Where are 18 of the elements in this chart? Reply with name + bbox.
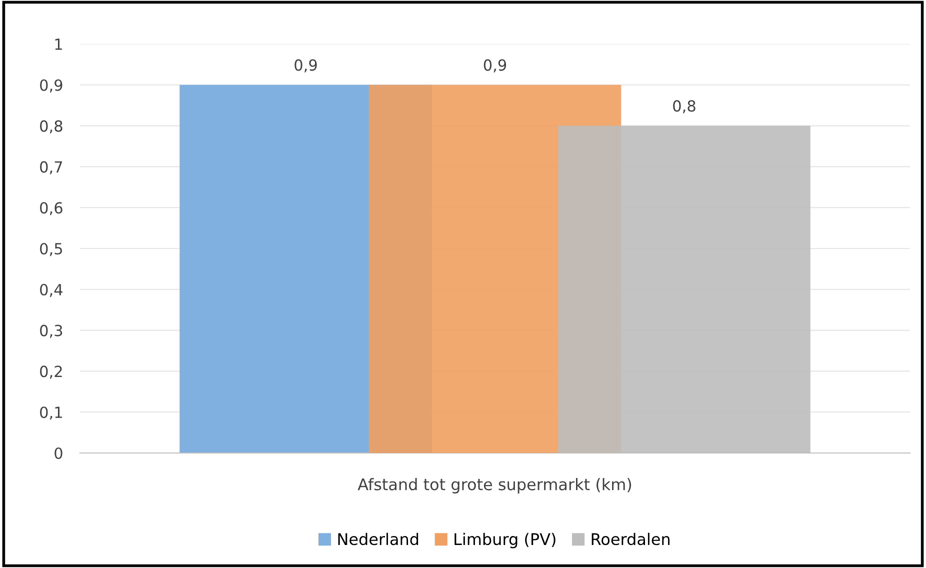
- y-tick-label: 0,5: [40, 242, 62, 256]
- y-tick-label: 0,2: [40, 366, 62, 379]
- y-tick-label: 0,7: [40, 161, 62, 174]
- y-tick-label: 0,1: [40, 406, 62, 420]
- data-label: 0,8: [673, 100, 696, 114]
- x-tick-label: Afstand tot grote supermarkt (km): [358, 478, 632, 494]
- y-tick-label: 0,6: [40, 202, 62, 216]
- y-tick-label: 0,3: [40, 324, 62, 338]
- y-tick-label: 0,9: [40, 79, 62, 92]
- y-tick-label: 0: [54, 447, 62, 460]
- y-tick-label: 0,8: [40, 120, 62, 134]
- y-tick-label: 0,4: [40, 284, 62, 297]
- legend-label: Nederland: [338, 532, 418, 546]
- data-label: 0,9: [294, 59, 317, 72]
- legend-label: Roerdalen: [592, 532, 670, 546]
- data-label: 0,9: [484, 59, 506, 72]
- legend-label: Limburg (PV): [454, 532, 556, 548]
- y-tick-label: 1: [55, 38, 62, 50]
